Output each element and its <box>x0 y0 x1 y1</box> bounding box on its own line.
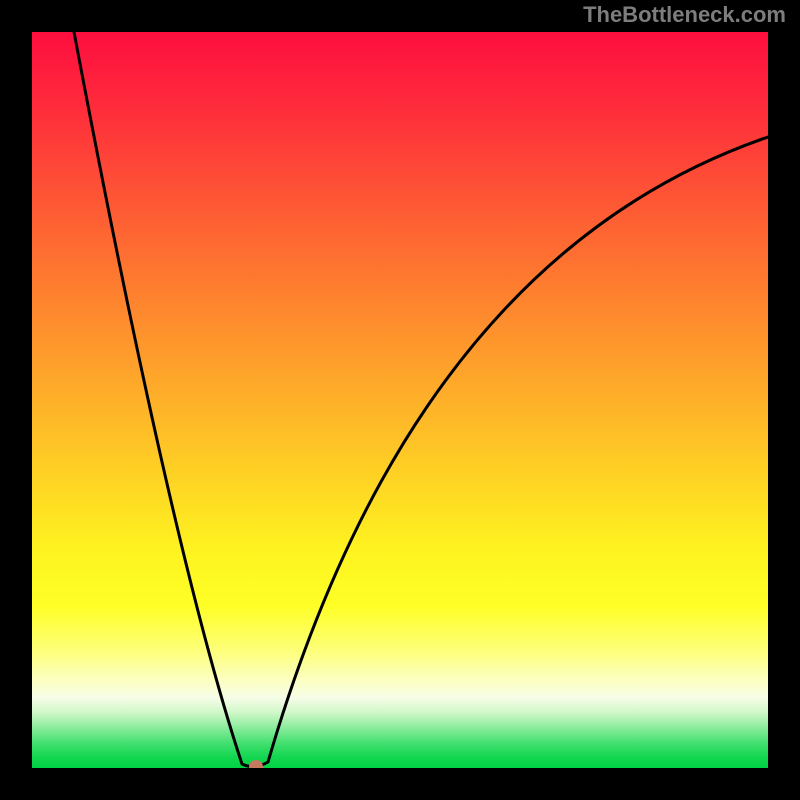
watermark-text: TheBottleneck.com <box>583 2 786 28</box>
minimum-marker <box>249 760 263 768</box>
bottleneck-curve-svg <box>32 32 768 768</box>
bottleneck-curve <box>74 32 768 767</box>
plot-area <box>32 32 768 768</box>
